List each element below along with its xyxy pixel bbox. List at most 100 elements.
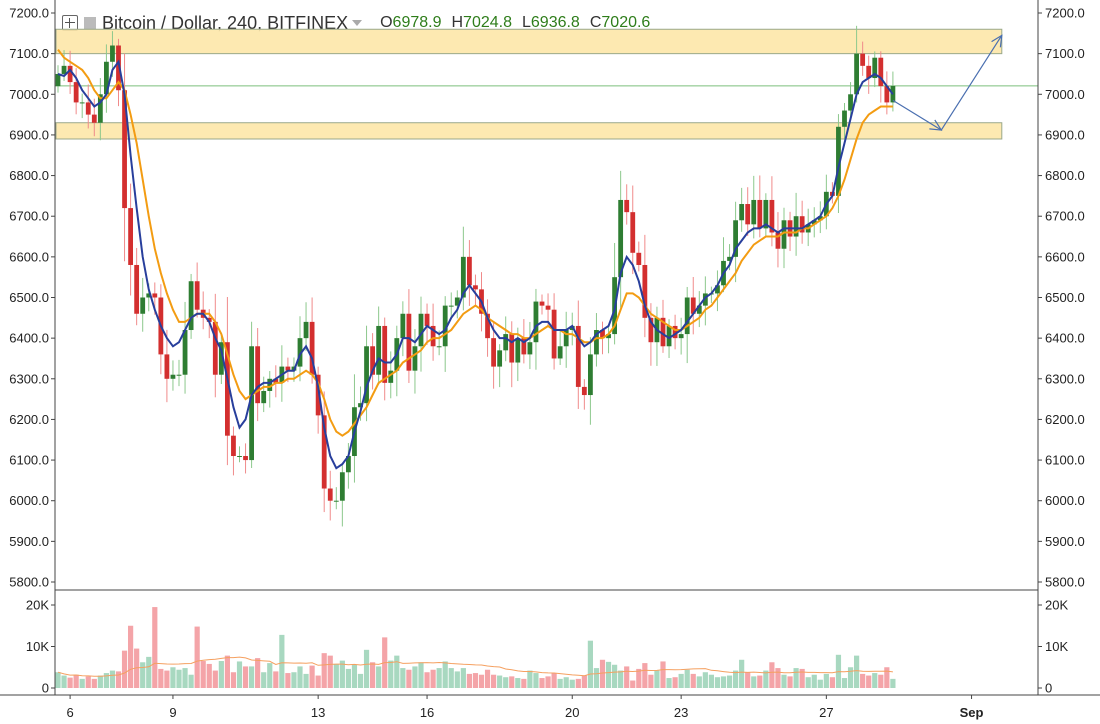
candle-down <box>866 65 872 79</box>
price-tick-label: 6000.0 <box>9 493 49 508</box>
volume-bar <box>509 676 515 688</box>
candle-up <box>618 199 624 278</box>
price-tick-label: 6700.0 <box>9 209 49 224</box>
candle-down <box>491 338 496 367</box>
candle-up <box>666 325 672 347</box>
candle-up <box>836 126 841 196</box>
volume-bar <box>739 659 745 688</box>
candle-up <box>376 325 382 375</box>
candle-down <box>581 386 587 396</box>
price-tick-label: 7100.0 <box>1045 46 1085 61</box>
volume-bar <box>309 665 315 688</box>
volume-bar <box>612 664 618 688</box>
volume-bar <box>866 675 872 688</box>
candle-down <box>660 317 666 347</box>
volume-bar <box>85 676 91 688</box>
candle-down <box>551 309 557 359</box>
volume-bar <box>787 676 793 688</box>
candle-down <box>600 330 605 339</box>
price-tick-label: 6200.0 <box>1045 412 1085 427</box>
volume-bar <box>351 664 358 688</box>
candle-down <box>382 325 388 383</box>
volume-bar <box>751 676 757 688</box>
candle-down <box>624 199 630 213</box>
candle-up <box>61 65 67 74</box>
candle-up <box>527 342 533 355</box>
volume-bar <box>55 672 61 688</box>
candle-up <box>297 338 303 367</box>
volume-bar <box>363 649 370 688</box>
volume-bar <box>521 678 527 688</box>
candle-up <box>339 472 345 501</box>
price-axis-left: 7200.0 7100.0 7000.0 6900.0 6800.0 6700.0 6600… <box>9 6 55 590</box>
volume-bar <box>140 662 146 688</box>
candle-up <box>515 338 521 363</box>
candle-down <box>509 334 515 363</box>
candle-up <box>110 45 115 62</box>
volume-bar <box>188 674 194 688</box>
chevron-down-icon[interactable] <box>352 20 363 26</box>
volume-bar <box>660 661 666 688</box>
volume-bar <box>745 672 751 688</box>
candle-up <box>333 500 339 502</box>
price-tick-label: 6400.0 <box>9 331 49 346</box>
price-axis-right[interactable]: 7200.0 7100.0 7000.0 6900.0 6800.0 6700.0 6600… <box>1038 6 1085 590</box>
price-tick-label: 6400.0 <box>1045 331 1085 346</box>
time-tick-label: 20 <box>565 705 579 720</box>
chart-legend: Bitcoin / Dollar, 240, BITFINEX O6978.9 … <box>62 11 660 35</box>
candle-down <box>406 313 412 371</box>
volume-bar <box>811 674 817 688</box>
volume-bar <box>726 675 733 688</box>
support-resistance-zones[interactable] <box>55 28 1038 140</box>
volume-tick-label: 10K <box>26 639 49 654</box>
volume-bars <box>55 607 896 688</box>
candle-down <box>128 208 133 265</box>
volume-bar <box>206 663 212 688</box>
candle-down <box>73 82 79 103</box>
volume-bar <box>394 655 400 688</box>
volume-bar <box>61 675 67 688</box>
symbol-title[interactable]: Bitcoin / Dollar, 240, BITFINEX <box>102 12 349 33</box>
volume-bar <box>339 660 345 688</box>
candle-down <box>539 301 545 306</box>
volume-tick-label: 20K <box>26 598 49 613</box>
projection-arrow[interactable] <box>892 34 1003 131</box>
volume-bar <box>587 640 593 688</box>
candles <box>55 25 896 527</box>
price-tick-label: 6000.0 <box>1045 493 1085 508</box>
candle-down <box>860 53 866 66</box>
volume-bar <box>648 674 654 688</box>
candle-up <box>188 281 194 331</box>
candle-up <box>594 330 599 355</box>
volume-bar <box>73 674 79 688</box>
volume-bar <box>315 675 321 688</box>
volume-bar <box>230 672 237 688</box>
volume-bar <box>799 668 805 688</box>
volume-bar <box>182 668 188 688</box>
volume-bar <box>497 675 503 688</box>
volume-bar <box>218 661 224 688</box>
volume-bar <box>654 670 660 688</box>
projection-arrowhead-up <box>991 34 1003 48</box>
candle-up <box>104 61 109 95</box>
candle-up <box>358 403 363 408</box>
volume-bar <box>630 680 636 688</box>
price-tick-label: 6800.0 <box>1045 168 1085 183</box>
volume-bar <box>539 678 545 688</box>
volume-bar <box>678 673 684 688</box>
volume-bar <box>854 655 860 688</box>
price-tick-label: 6300.0 <box>9 371 49 386</box>
candle-up <box>811 220 817 225</box>
candle-down <box>485 313 490 339</box>
candle-up <box>412 346 418 371</box>
volume-bar <box>454 671 460 688</box>
volume-bar <box>376 666 382 688</box>
volume-bar <box>763 670 769 688</box>
volume-bar <box>448 668 454 688</box>
visibility-icon[interactable] <box>84 17 96 29</box>
candle-down <box>642 264 648 318</box>
candle-down <box>327 488 333 501</box>
candle-up <box>176 374 182 376</box>
volume-bar <box>484 669 491 688</box>
